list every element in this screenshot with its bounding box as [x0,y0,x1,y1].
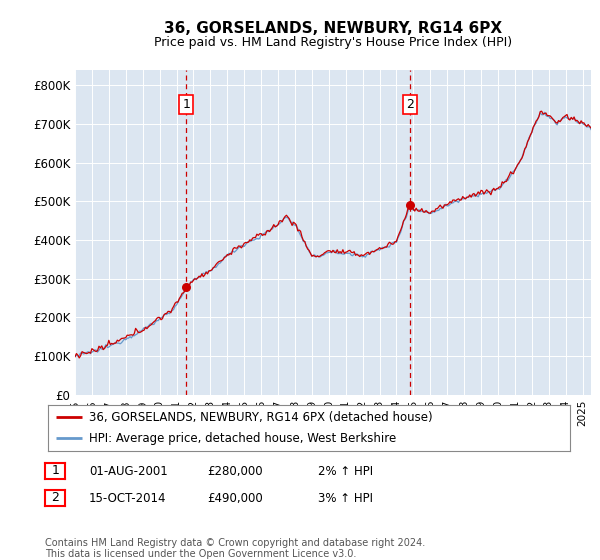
Text: 1: 1 [182,99,190,111]
Text: 3% ↑ HPI: 3% ↑ HPI [318,492,373,505]
Text: 36, GORSELANDS, NEWBURY, RG14 6PX: 36, GORSELANDS, NEWBURY, RG14 6PX [164,21,502,36]
Point [405,201,415,210]
Text: 36, GORSELANDS, NEWBURY, RG14 6PX (detached house): 36, GORSELANDS, NEWBURY, RG14 6PX (detac… [89,411,433,424]
Text: 15-OCT-2014: 15-OCT-2014 [89,492,166,505]
Text: 2: 2 [51,491,59,505]
Text: Price paid vs. HM Land Registry's House Price Index (HPI): Price paid vs. HM Land Registry's House … [154,36,512,49]
Text: 01-AUG-2001: 01-AUG-2001 [89,465,167,478]
Text: £490,000: £490,000 [207,492,263,505]
Text: £280,000: £280,000 [207,465,263,478]
Point [182,282,191,291]
Text: HPI: Average price, detached house, West Berkshire: HPI: Average price, detached house, West… [89,432,396,445]
Text: 2: 2 [406,99,414,111]
Text: 1: 1 [51,464,59,478]
Text: Contains HM Land Registry data © Crown copyright and database right 2024.
This d: Contains HM Land Registry data © Crown c… [45,538,425,559]
Text: 2% ↑ HPI: 2% ↑ HPI [318,465,373,478]
